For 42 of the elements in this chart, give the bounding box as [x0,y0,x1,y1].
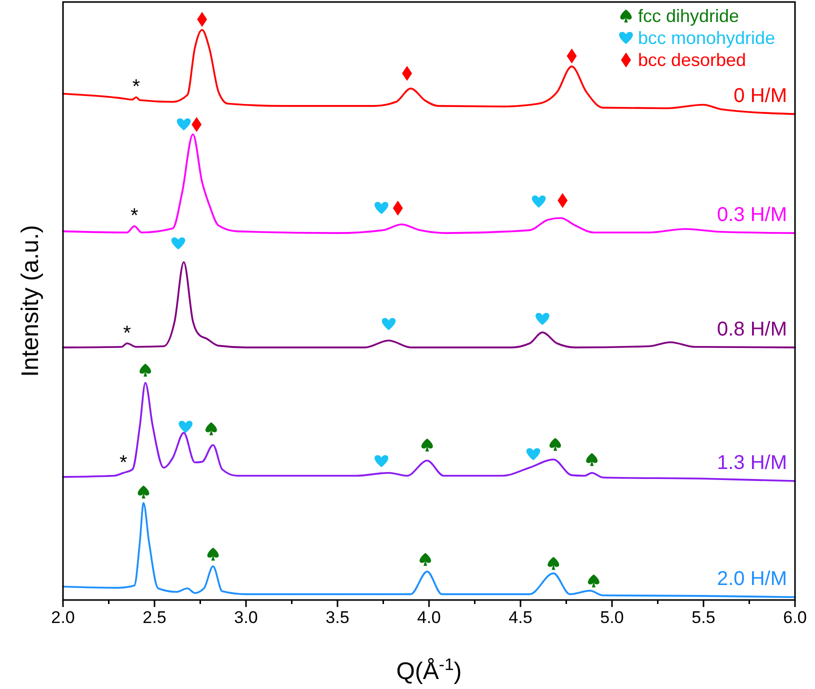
point [526,448,540,460]
point [138,486,150,499]
point [374,455,388,468]
point [207,548,219,561]
point [548,556,560,570]
point [550,438,562,451]
point [205,422,217,436]
y-axis-title: Intensity (a.u.) [17,224,44,378]
x-tick-label: 5.5 [692,608,716,627]
series-label: 2.0 H/M [716,568,787,590]
annotation: * [130,205,138,228]
series-label: 0.8 H/M [716,318,787,340]
point [178,420,192,433]
x-tick-label: 3.0 [234,608,258,627]
x-tick-label: 2.0 [51,608,75,627]
point [588,574,600,588]
point [420,552,432,566]
annotation: * [132,76,140,98]
point [140,364,152,377]
x-tick-label: 6.0 [783,608,807,627]
x-axis-title: Q(Å$^{-1}$) [396,654,462,685]
point [536,312,550,325]
point [421,438,433,452]
legend-label: bcc monohydride [638,28,776,48]
legend-label: bcc desorbed [638,50,746,70]
point [374,202,388,214]
legend-label: fcc dihydride [638,6,740,26]
x-tick-label: 4.0 [417,608,441,627]
x-tick-label: 2.5 [142,608,166,627]
series-label: 0 H/M [734,85,787,108]
point [586,453,598,466]
annotation: * [123,322,132,344]
annotation: * [119,452,128,474]
series-label: 0.3 H/M [716,204,787,226]
point [176,118,191,131]
point [171,237,186,250]
series-label: 1.3 H/M [716,452,787,474]
point [532,196,546,208]
x-tick-label: 3.5 [326,608,350,627]
x-tick-label: 4.5 [508,608,532,627]
point [382,318,396,330]
x-tick-label: 5.0 [600,608,624,627]
